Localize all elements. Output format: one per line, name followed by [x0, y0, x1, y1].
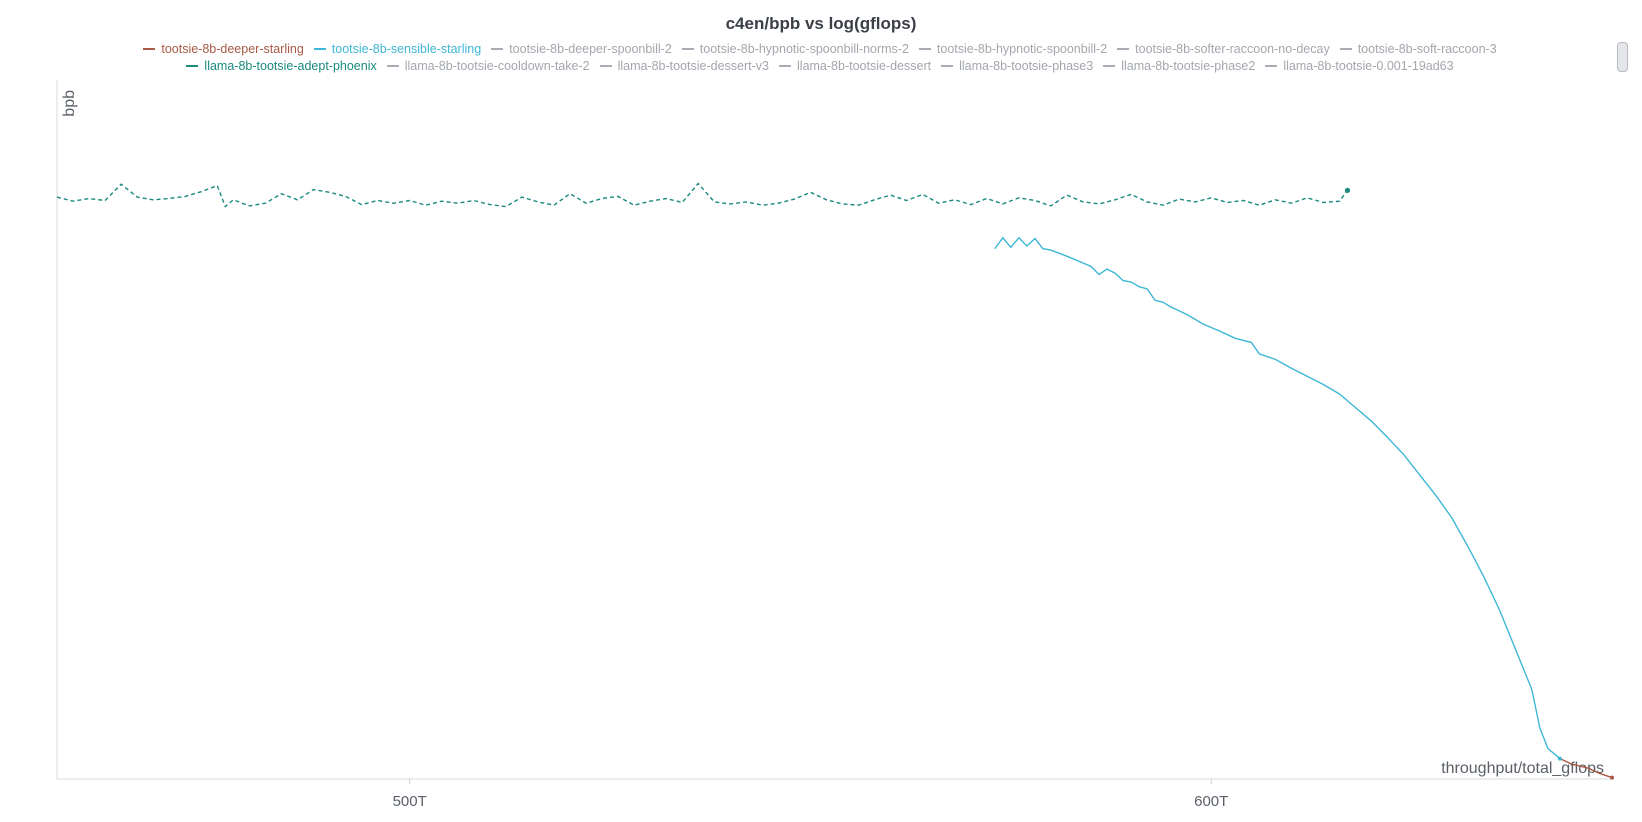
legend-item[interactable]: tootsie-8b-soft-raccoon-3 — [1339, 41, 1497, 56]
series-line-tootsie-8b-sensible-starling[interactable] — [994, 236, 1561, 760]
legend-item[interactable]: llama-8b-tootsie-phase3 — [941, 59, 1093, 73]
legend-label: llama-8b-tootsie-dessert — [797, 58, 932, 73]
x-tick-label: 600T — [1194, 793, 1228, 810]
legend-item[interactable]: tootsie-8b-deeper-spoonbill-2 — [491, 42, 672, 56]
legend-item[interactable]: llama-8b-tootsie-0.001-19ad63 — [1265, 58, 1454, 73]
chart-title: c4en/bpb vs log(gflops) — [725, 14, 917, 33]
chart-legend: tootsie-8b-deeper-starling tootsie-8b-sen… — [70, 40, 1570, 74]
legend-label: llama-8b-tootsie-cooldown-take-2 — [404, 58, 590, 73]
legend-item[interactable]: tootsie-8b-sensible-starling — [313, 41, 482, 56]
legend-scrollbar[interactable] — [1617, 42, 1628, 72]
legend-row: llama-8b-tootsie-adept-phoenix llama-8b-t… — [70, 57, 1570, 74]
legend-swatch — [386, 64, 399, 67]
legend-swatch — [918, 47, 931, 50]
legend-item[interactable]: llama-8b-tootsie-dessert-v3 — [599, 58, 770, 73]
y-axis-title: bpb — [61, 90, 78, 117]
legend-swatch — [143, 47, 156, 50]
legend-swatch — [1339, 47, 1352, 50]
legend-swatch — [1265, 64, 1278, 67]
x-axis-title: throughput/total_gflops — [1441, 760, 1604, 777]
legend-label: llama-8b-tootsie-phase3 — [959, 58, 1094, 73]
legend-swatch — [599, 64, 612, 67]
legend-label: llama-8b-tootsie-dessert-v3 — [617, 58, 770, 73]
legend-label: tootsie-8b-hypnotic-spoonbill-2 — [936, 41, 1108, 56]
legend-item[interactable]: llama-8b-tootsie-adept-phoenix — [186, 58, 377, 73]
legend-label: tootsie-8b-softer-raccoon-no-decay — [1135, 41, 1330, 56]
series-endpoint — [1610, 775, 1614, 780]
legend-swatch — [1117, 47, 1130, 50]
legend-item[interactable]: llama-8b-tootsie-cooldown-take-2 — [386, 58, 590, 73]
legend-item[interactable]: tootsie-8b-hypnotic-spoonbill-2 — [918, 41, 1108, 56]
legend-label: tootsie-8b-hypnotic-spoonbill-norms-2 — [699, 41, 909, 56]
legend-item[interactable]: tootsie-8b-hypnotic-spoonbill-norms-2 — [681, 41, 909, 56]
legend-label: llama-8b-tootsie-0.001-19ad63 — [1283, 58, 1454, 73]
legend-item[interactable]: llama-8b-tootsie-phase2 — [1103, 59, 1255, 73]
legend-swatch — [313, 47, 326, 50]
legend-label: tootsie-8b-sensible-starling — [331, 41, 482, 56]
x-tick-label: 500T — [393, 793, 427, 810]
legend-item[interactable]: tootsie-8b-deeper-starling — [143, 41, 304, 56]
legend-swatch — [1103, 64, 1116, 67]
legend-label: tootsie-8b-soft-raccoon-3 — [1357, 41, 1497, 56]
legend-label: tootsie-8b-deeper-spoonbill-2 — [509, 41, 672, 56]
legend-label: tootsie-8b-deeper-starling — [161, 41, 304, 56]
legend-swatch — [941, 64, 954, 67]
legend-row: tootsie-8b-deeper-starling tootsie-8b-sen… — [70, 40, 1570, 57]
legend-swatch — [681, 47, 694, 50]
series-line-tootsie-8b-deeper-starling[interactable] — [1559, 757, 1613, 779]
legend-swatch — [186, 64, 199, 67]
series-endpoint — [1344, 187, 1351, 193]
legend-item[interactable]: tootsie-8b-softer-raccoon-no-decay — [1117, 42, 1330, 56]
legend-swatch — [491, 47, 504, 50]
series-line-llama-8b-tootsie-adept-phoenix[interactable] — [56, 182, 1349, 208]
legend-label: llama-8b-tootsie-phase2 — [1121, 58, 1256, 73]
legend-label: llama-8b-tootsie-adept-phoenix — [204, 58, 377, 73]
legend-swatch — [779, 64, 792, 67]
series-endpoint — [1557, 756, 1562, 761]
legend-item[interactable]: llama-8b-tootsie-dessert — [779, 59, 931, 73]
